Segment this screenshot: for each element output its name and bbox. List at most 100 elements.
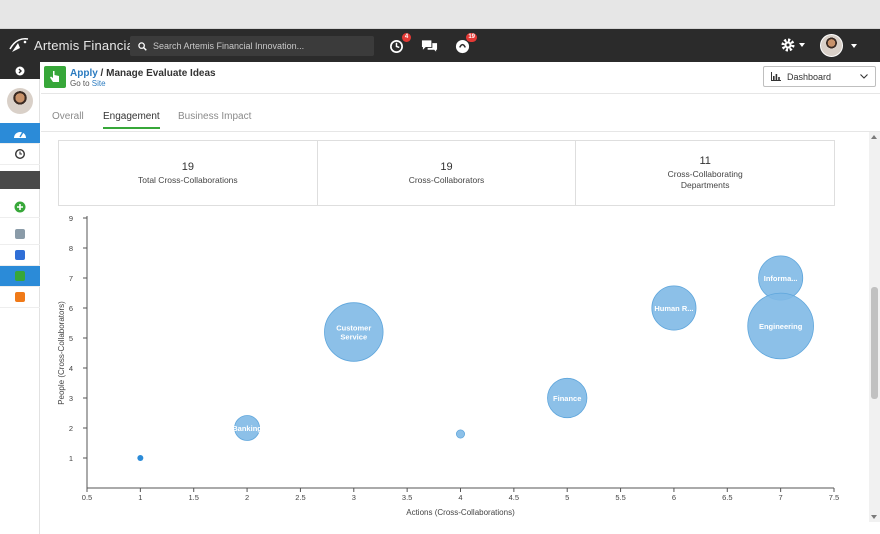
bubble	[137, 455, 144, 461]
y-tick-label: 7	[69, 274, 73, 283]
tab-bar: Overall Engagement Business Impact	[41, 94, 880, 132]
messages-button[interactable]	[420, 37, 438, 55]
bubble-label: Banking	[232, 424, 262, 433]
x-tick-label: 6.5	[722, 493, 732, 502]
chevron-down-icon	[860, 74, 868, 79]
hand-pointer-icon	[15, 271, 25, 281]
chat-icon	[421, 40, 437, 52]
hand-pointer-icon	[50, 71, 59, 82]
x-tick-label: 1	[138, 493, 142, 502]
x-tick-label: 3.5	[402, 493, 412, 502]
activity-badge: 4	[402, 33, 411, 42]
tools-icon	[15, 229, 25, 239]
x-tick-label: 5	[565, 493, 569, 502]
sidebar-item-discuss[interactable]	[0, 245, 40, 266]
activity-button[interactable]: 4	[387, 33, 411, 55]
sidebar-item-history[interactable]	[0, 144, 40, 165]
menu-toggle-icon	[15, 66, 25, 75]
sidebar-item-promote[interactable]	[0, 287, 40, 308]
breadcrumb-separator: /	[97, 68, 107, 79]
y-tick-label: 9	[69, 214, 73, 223]
bubble	[455, 429, 465, 439]
scroll-down-icon[interactable]	[871, 515, 877, 519]
x-tick-label: 3	[352, 493, 356, 502]
stat-value: 11	[699, 155, 711, 167]
bubble-chart: 1 2 3 4 5 6 7 8 9 0.5 1 1.5 2 2.5 3 3.5 4 4.5 5 5.5 6 6.5 7 7.5…	[57, 214, 839, 517]
settings-menu[interactable]	[780, 37, 805, 53]
sidebar-toggle[interactable]	[0, 62, 40, 79]
gear-icon	[781, 38, 795, 52]
stat-value: 19	[181, 160, 194, 173]
page-title-text: Manage Evaluate Ideas	[106, 68, 216, 79]
y-tick-label: 4	[69, 364, 73, 373]
chat-icon	[15, 250, 25, 260]
app-logo[interactable]: Artemis Financial	[8, 36, 137, 54]
megaphone-icon	[15, 292, 25, 302]
sidebar-section-divider	[0, 171, 40, 189]
breadcrumb-apply-link[interactable]: Apply	[70, 68, 98, 79]
y-axis-title: People (Cross-Collaborators)	[57, 301, 66, 405]
bubble-label: Finance	[553, 394, 581, 403]
goto-site: Go to Site	[70, 79, 106, 88]
bubble-label: Informa...	[764, 274, 798, 283]
bubble-label: Engineering	[759, 322, 803, 331]
user-menu[interactable]	[820, 34, 857, 57]
logo-mark-icon	[9, 37, 29, 52]
goto-site-link[interactable]: Site	[91, 79, 106, 88]
bubble-label: Customer	[336, 324, 371, 333]
x-tick-label: 2.5	[295, 493, 305, 502]
browser-chrome	[0, 0, 880, 29]
bubble-label: Service	[340, 333, 367, 342]
search-icon	[138, 41, 147, 51]
ideas-badge: 19	[466, 33, 477, 42]
bubble	[747, 292, 814, 360]
bubble	[324, 302, 384, 362]
bubble	[234, 415, 260, 441]
top-navbar: Artemis Financial Search Artemis Financi…	[0, 29, 880, 62]
avatar	[7, 88, 33, 114]
y-tick-label: 8	[69, 244, 73, 253]
x-tick-label: 6	[672, 493, 676, 502]
sidebar-item-tools[interactable]	[0, 224, 40, 245]
x-axis-title: Actions (Cross-Collaborations)	[406, 508, 515, 517]
bubble	[651, 285, 697, 331]
y-tick-label: 1	[69, 454, 73, 463]
sidebar-item-apply[interactable]	[0, 266, 40, 287]
sidebar-avatar[interactable]	[0, 79, 40, 123]
ideas-icon	[455, 39, 469, 53]
y-tick-label: 5	[69, 334, 73, 343]
x-tick-label: 5.5	[615, 493, 625, 502]
sidebar	[0, 62, 40, 534]
stat-label: Total Cross-Collaborations	[137, 174, 238, 185]
clock-icon	[15, 149, 25, 159]
search-input[interactable]: Search Artemis Financial Innovation...	[130, 36, 374, 56]
bubble-label: Human R...	[654, 304, 693, 313]
y-tick-label: 3	[69, 394, 73, 403]
stat-label: Cross-Collaborating Departments	[667, 169, 743, 190]
sidebar-item-dashboard[interactable]	[0, 123, 40, 144]
stats-summary: 19 Total Cross-Collaborations 19 Cross-C…	[58, 140, 835, 206]
scroll-up-icon[interactable]	[871, 135, 877, 139]
x-tick-label: 1.5	[188, 493, 198, 502]
avatar	[820, 34, 843, 57]
tab-engagement[interactable]: Engagement	[103, 111, 160, 129]
sidebar-item-add[interactable]	[0, 197, 40, 218]
scrollbar[interactable]	[869, 132, 880, 522]
stat-label: Cross-Collaborators	[408, 174, 485, 185]
app-name: Artemis Financial	[34, 37, 138, 53]
dashboard-select-value: Dashboard	[787, 71, 832, 82]
page-title: Apply / Manage Evaluate Ideas	[70, 68, 216, 79]
tab-overall[interactable]: Overall	[52, 111, 84, 122]
dashboard-select[interactable]: Dashboard	[763, 66, 876, 87]
x-tick-label: 7.5	[829, 493, 839, 502]
ideas-button[interactable]: 19	[453, 33, 477, 55]
stat-cross-collaborating-departments: 11 Cross-Collaborating Departments	[576, 141, 834, 205]
apply-app-icon	[44, 66, 66, 88]
goto-prefix: Go to	[70, 79, 92, 88]
y-tick-label: 6	[69, 304, 73, 313]
chevron-down-icon	[799, 43, 805, 47]
tab-business-impact[interactable]: Business Impact	[178, 111, 252, 122]
stat-value: 19	[440, 160, 453, 173]
chevron-down-icon	[851, 43, 857, 48]
scrollbar-thumb[interactable]	[871, 287, 878, 399]
